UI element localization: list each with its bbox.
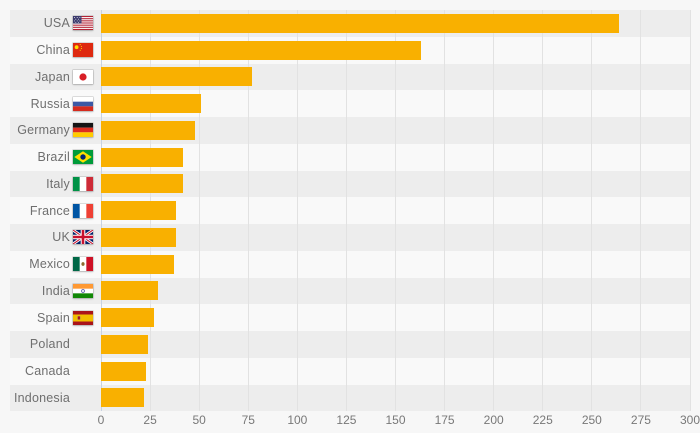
bar-italy[interactable]: [101, 174, 184, 194]
row-germany: Germany: [10, 117, 690, 144]
x-tick-label-200: 200: [483, 413, 504, 427]
row-uk: UK: [10, 224, 690, 251]
row-india: India: [10, 277, 690, 305]
flag-france-icon: [73, 203, 93, 218]
bar-area: [101, 10, 690, 37]
bar-area: [101, 224, 690, 251]
row-usa: USA: [10, 10, 690, 37]
chart-rows: USA China Japan Russia Germany Braz: [10, 10, 690, 412]
bar-area: [101, 144, 690, 171]
flag-india-icon: [73, 283, 93, 298]
category-label: Russia: [30, 96, 70, 111]
flag-placeholder: [73, 391, 93, 405]
category-label: USA: [43, 16, 70, 31]
category-label: France: [29, 203, 70, 218]
flag-italy-icon: [73, 176, 93, 191]
row-poland: Poland: [10, 331, 690, 358]
x-tick-label-125: 125: [336, 413, 357, 427]
bar-poland[interactable]: [101, 334, 149, 354]
category-label: Brazil: [37, 150, 70, 165]
x-tick-label-75: 75: [241, 413, 255, 427]
flag-germany-icon: [73, 123, 93, 138]
bar-mexico[interactable]: [101, 254, 174, 274]
bar-japan[interactable]: [101, 67, 253, 87]
bar-uk[interactable]: [101, 227, 176, 247]
x-axis: 0 25 50 75 100 125 150 175 200 225 250 275 300: [97, 413, 700, 431]
bar-area: [101, 171, 690, 198]
x-tick-label-100: 100: [287, 413, 308, 427]
x-tick-label-300: 300: [679, 413, 700, 427]
x-tick-label-25: 25: [143, 413, 157, 427]
row-france: France: [10, 197, 690, 224]
bar-area: [101, 331, 690, 358]
bar-spain[interactable]: [101, 308, 154, 328]
row-japan: Japan: [10, 63, 690, 91]
category-label: Germany: [17, 123, 70, 138]
bar-area: [101, 251, 690, 278]
bar-brazil[interactable]: [101, 147, 184, 167]
bar-area: [101, 64, 690, 91]
flag-china-icon: [73, 43, 93, 58]
row-canada: Canada: [10, 357, 690, 385]
category-label: Italy: [46, 176, 70, 191]
x-tick-label-150: 150: [385, 413, 406, 427]
category-label: Indonesia: [13, 390, 70, 405]
category-label: UK: [52, 230, 70, 245]
x-tick-label-50: 50: [192, 413, 206, 427]
bar-india[interactable]: [101, 281, 158, 301]
bar-france[interactable]: [101, 201, 176, 221]
bar-russia[interactable]: [101, 94, 202, 114]
flag-japan-icon: [73, 69, 93, 84]
row-spain: Spain: [10, 304, 690, 331]
x-tick-label-175: 175: [434, 413, 455, 427]
bar-canada[interactable]: [101, 361, 147, 381]
row-china: China: [10, 36, 690, 64]
bar-area: [101, 90, 690, 117]
x-tick-label-225: 225: [532, 413, 553, 427]
category-label: Poland: [29, 337, 70, 352]
x-tick-label-275: 275: [630, 413, 651, 427]
category-label: Mexico: [29, 257, 70, 272]
x-tick-label-250: 250: [581, 413, 602, 427]
bar-area: [101, 278, 690, 305]
flag-uk-icon: [73, 230, 93, 245]
category-label: China: [36, 43, 70, 58]
x-tick-label-0: 0: [97, 413, 105, 427]
category-label: Japan: [34, 69, 70, 84]
bar-area: [101, 197, 690, 224]
flag-usa-icon: [73, 16, 93, 31]
bar-area: [101, 304, 690, 331]
bar-area: [101, 385, 690, 412]
category-label: Canada: [25, 364, 70, 379]
row-russia: Russia: [10, 90, 690, 117]
bar-area: [101, 358, 690, 385]
bar-area: [101, 117, 690, 144]
bar-germany[interactable]: [101, 120, 196, 140]
flag-placeholder: [73, 364, 93, 378]
row-italy: Italy: [10, 170, 690, 198]
row-mexico: Mexico: [10, 250, 690, 278]
row-indonesia: Indonesia: [10, 384, 690, 412]
flag-mexico-icon: [73, 257, 93, 272]
flag-brazil-icon: [73, 150, 93, 165]
flag-placeholder: [73, 337, 93, 351]
bar-indonesia[interactable]: [101, 388, 145, 408]
bar-china[interactable]: [101, 40, 422, 60]
flag-russia-icon: [73, 96, 93, 111]
category-label: Spain: [37, 310, 70, 325]
bar-usa[interactable]: [101, 13, 620, 33]
flag-spain-icon: [73, 310, 93, 325]
row-brazil: Brazil: [10, 143, 690, 171]
category-label: India: [41, 283, 70, 298]
bar-area: [101, 37, 690, 64]
